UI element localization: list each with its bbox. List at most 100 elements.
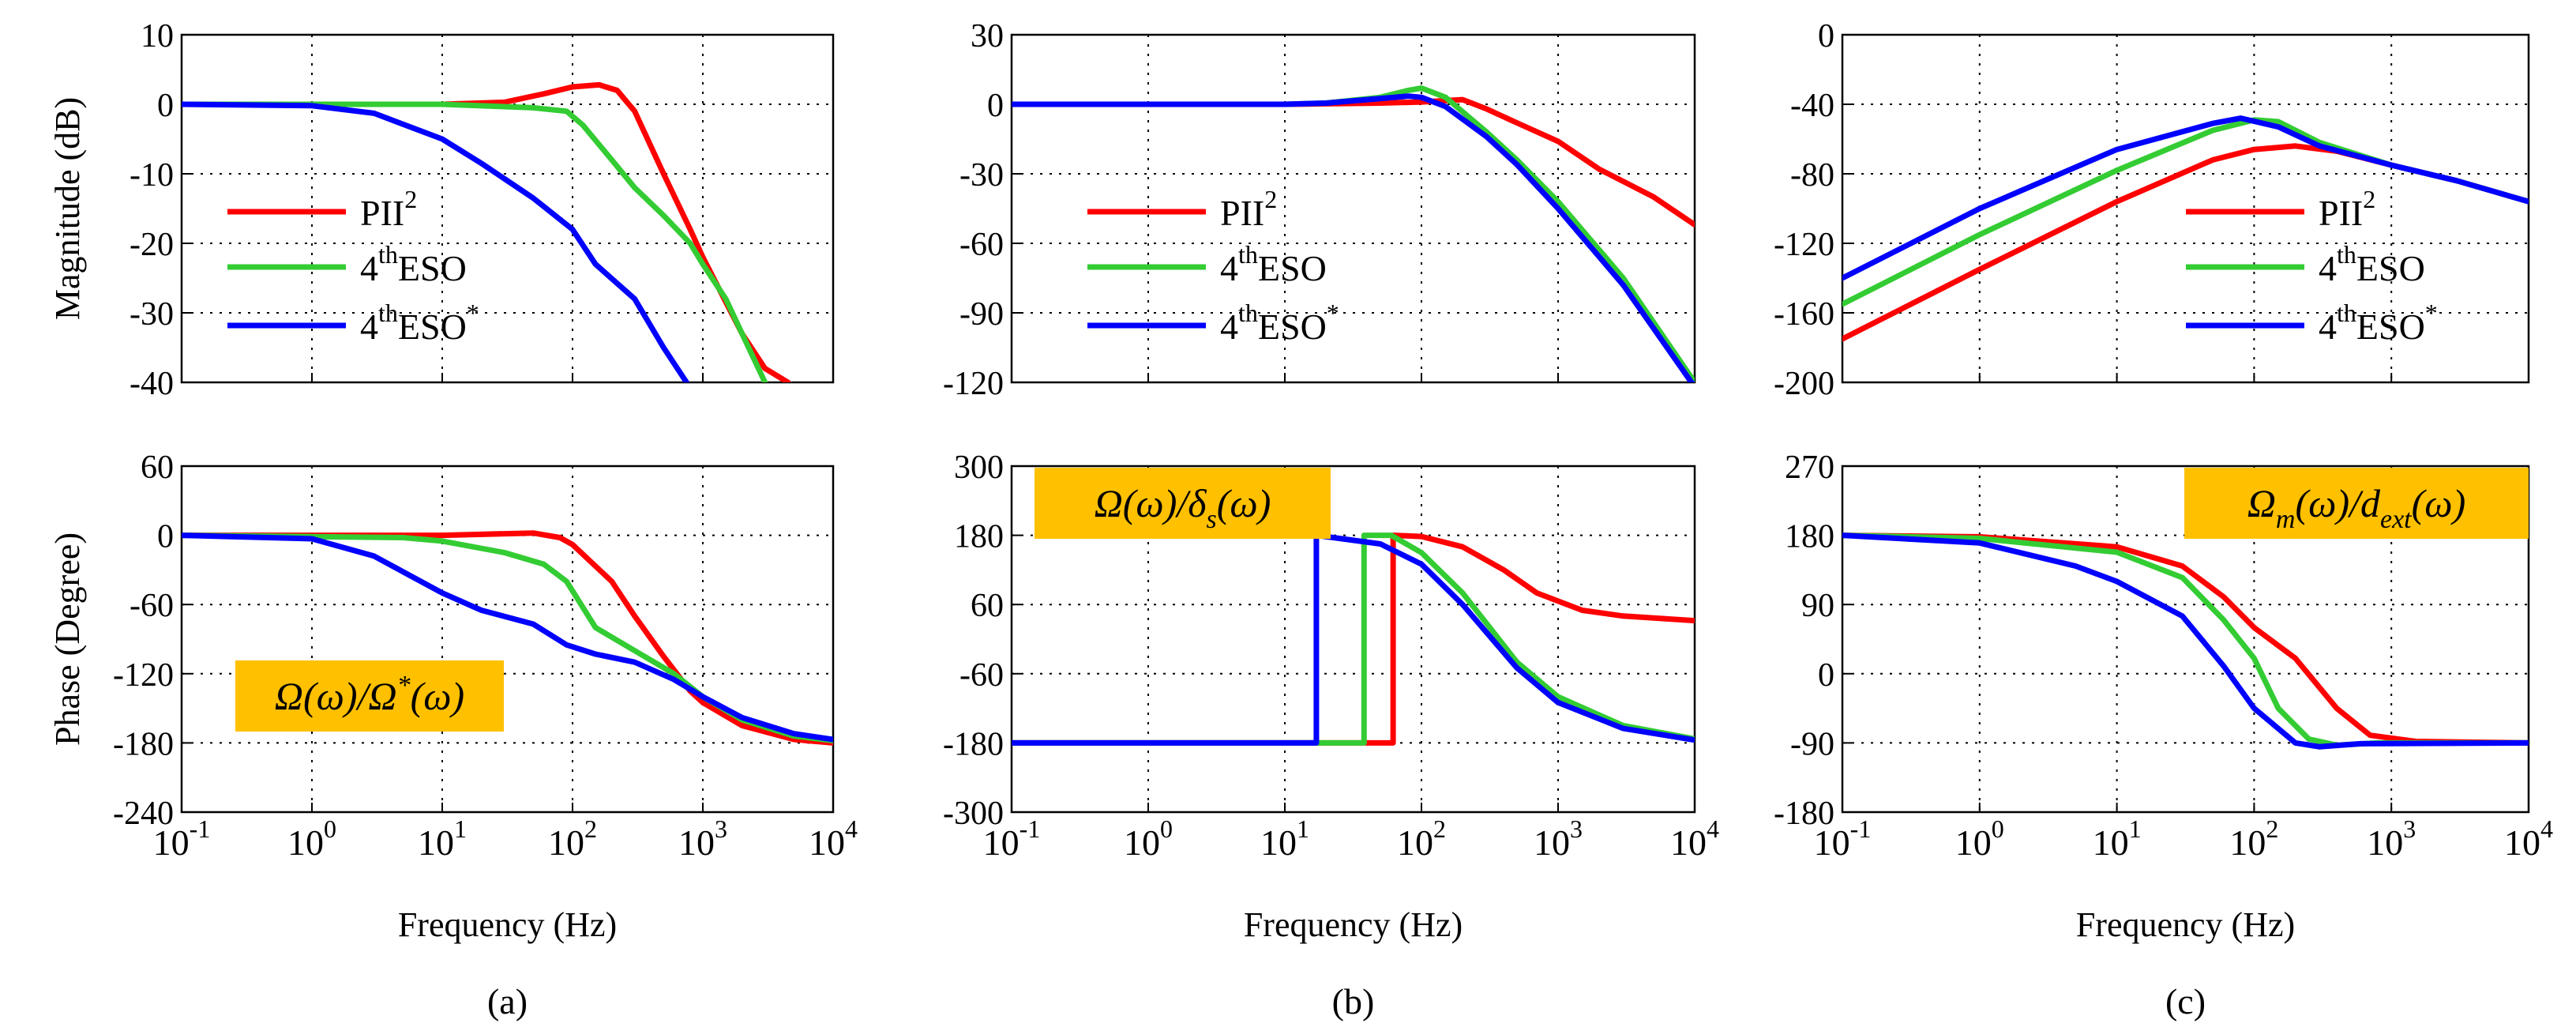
x-tick-label: 10-1 — [153, 814, 211, 863]
y-tick-label: 90 — [1801, 588, 1834, 624]
series-lines — [1842, 115, 2529, 342]
transfer-function-label: Ω(ω)/δs(ω) — [1035, 468, 1331, 539]
y-tick-label: 180 — [954, 519, 1004, 555]
panel-b-magnitude: 30 0 -30 -60 -90 -120 PII2 4thESO 4thESO* — [943, 18, 1696, 402]
legend-entry: 4thESO* — [1220, 299, 1339, 347]
y-tick-label: -180 — [943, 726, 1004, 762]
y-tick-label: 60 — [971, 588, 1004, 624]
y-tick-label: 0 — [157, 88, 174, 124]
label-box — [235, 660, 504, 732]
legend-entry: 4thESO — [2319, 240, 2425, 288]
series-lines — [1842, 532, 2529, 750]
y-tick-label: -40 — [130, 366, 174, 402]
x-tick-label: 100 — [287, 814, 336, 863]
x-tick-label: 10-1 — [983, 814, 1041, 863]
y-tick-label: -80 — [1790, 157, 1834, 194]
magnitude-axis-label: Magnitude (dB) — [48, 97, 87, 320]
legend-entry: PII2 — [1220, 185, 1277, 233]
label-box — [2184, 468, 2529, 539]
series-line-ESO4star — [182, 101, 689, 382]
y-tick-label: 300 — [954, 450, 1004, 486]
y-tick-label: 180 — [1785, 519, 1834, 555]
y-tick-label: -180 — [113, 726, 174, 762]
series-lines — [1012, 85, 1695, 382]
transfer-function-label: Ω(ω)/Ω*(ω) — [235, 660, 504, 732]
x-tick-label: 101 — [418, 814, 467, 863]
x-axis-label: Frequency (Hz) — [398, 905, 617, 944]
x-tick-label: 100 — [1955, 814, 2004, 863]
series-line-PII2 — [182, 530, 833, 746]
x-tick-label: 101 — [2093, 814, 2142, 863]
y-tick-label: -30 — [959, 157, 1004, 194]
y-tick-label: -240 — [113, 796, 174, 832]
y-tick-label: -60 — [959, 657, 1004, 694]
y-tick-label: -120 — [113, 657, 174, 694]
x-tick-label: 104 — [2504, 814, 2553, 863]
series-line-ESO4star — [1012, 532, 1695, 746]
y-tick-label: -160 — [1774, 296, 1834, 333]
series-line-ESO4star — [1012, 93, 1695, 382]
series-line-PII2 — [1842, 532, 2529, 746]
series-lines — [182, 530, 833, 746]
y-tick-label: -60 — [130, 588, 174, 624]
x-axis-label: Frequency (Hz) — [2076, 905, 2295, 944]
y-tick-label: 0 — [987, 88, 1004, 124]
axes-box — [180, 465, 835, 814]
legend-entry: 4thESO* — [2319, 299, 2438, 347]
series-line-PII2 — [1012, 532, 1695, 746]
x-axis-label: Frequency (Hz) — [1244, 905, 1463, 944]
y-tick-label: 270 — [1785, 450, 1834, 486]
x-tick-label: 104 — [809, 814, 858, 863]
series-lines — [1012, 532, 1695, 746]
legend-entry: 4thESO — [1220, 240, 1327, 288]
y-tick-label: -60 — [959, 227, 1004, 263]
y-tick-label: 0 — [157, 519, 174, 555]
y-tick-label: -20 — [130, 227, 174, 263]
axes-box — [1010, 33, 1696, 384]
phase-axis-label: Phase (Degree) — [48, 532, 87, 746]
series-line-ESO4star — [1842, 115, 2529, 281]
y-tick-label: -200 — [1774, 366, 1834, 402]
chart-panels: 100 -10 -20 -30 -40 Magnitude (dB) PII2 4thESO 4… — [48, 18, 2553, 1021]
y-tick-label: -90 — [959, 296, 1004, 333]
legend: PII2 4thESO 4thESO* — [2186, 185, 2438, 347]
panel-c-magnitude: 0 -40 -80 -120 -160 -200 PII2 4thESO 4thESO* — [1774, 18, 2530, 402]
y-tick-label: 0 — [1818, 657, 1834, 694]
legend-entry: PII2 — [2319, 185, 2375, 233]
x-tick-label: 101 — [1260, 814, 1309, 863]
y-tick-label: -90 — [1790, 726, 1834, 762]
legend: PII2 4thESO 4thESO* — [227, 185, 479, 347]
y-tick-label: -120 — [943, 366, 1004, 402]
x-tick-label: 102 — [548, 814, 597, 863]
axes-box — [1841, 33, 2530, 384]
label-box — [1035, 468, 1331, 539]
y-tick-label: -10 — [130, 157, 174, 194]
subfigure-label: (c) — [2165, 981, 2206, 1021]
panel-a-magnitude: 10 0 -10 -20 -30 -40 Magnitude (dB) PII2 4thESO 4… — [48, 18, 835, 402]
x-tick-label: 103 — [678, 814, 727, 863]
series-lines — [182, 81, 791, 382]
y-tick-label: -180 — [1774, 796, 1834, 832]
y-tick-label: 0 — [1818, 18, 1834, 55]
series-line-ESO4star — [1842, 532, 2529, 750]
transfer-function-text: Ω(ω)/Ω*(ω) — [275, 671, 464, 718]
y-tick-label: -40 — [1790, 88, 1834, 124]
x-tick-label: 100 — [1124, 814, 1173, 863]
x-tick-label: 102 — [2229, 814, 2278, 863]
y-tick-label: 60 — [141, 450, 174, 486]
y-tick-label: -30 — [130, 296, 174, 333]
legend-entry: 4thESO — [360, 240, 467, 288]
x-tick-label: 10-1 — [1814, 814, 1872, 863]
x-tick-label: 104 — [1670, 814, 1719, 863]
transfer-function-text: Ωm(ω)/dext(ω) — [2247, 481, 2465, 534]
x-tick-label: 102 — [1397, 814, 1446, 863]
y-tick-label: 30 — [971, 18, 1004, 55]
series-line-ESO4 — [182, 101, 768, 382]
series-line-ESO4star — [182, 532, 833, 743]
subfigure-label: (b) — [1332, 981, 1375, 1021]
subfigure-label: (a) — [487, 981, 528, 1021]
transfer-function-text: Ω(ω)/δs(ω) — [1095, 481, 1271, 534]
